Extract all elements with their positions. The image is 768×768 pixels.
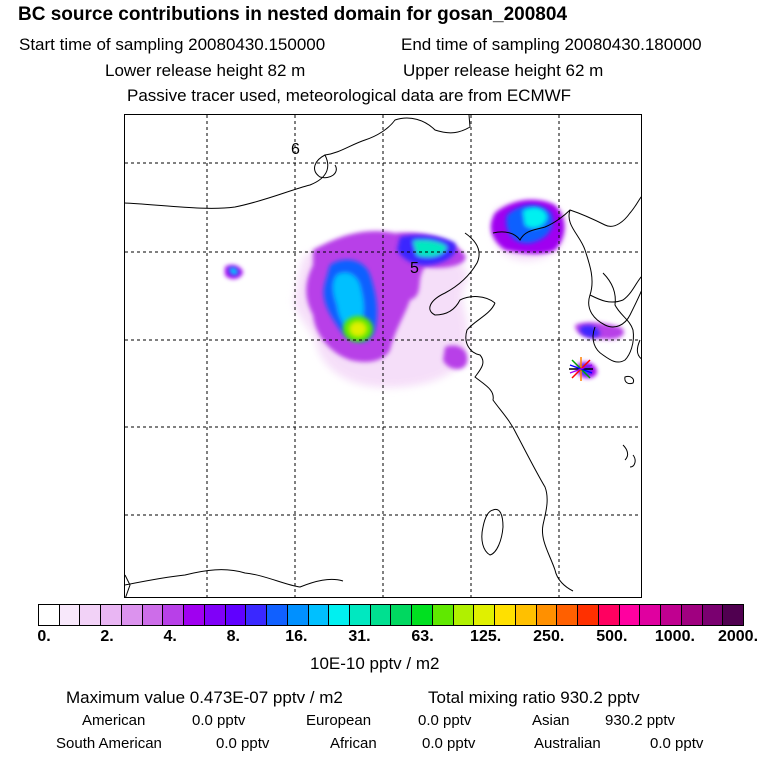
source-label-south-american: South American <box>56 735 162 752</box>
plume-hotspot <box>343 316 373 342</box>
colorbar-segment <box>453 605 475 625</box>
colorbar-segment <box>246 605 268 625</box>
lower-height-text: Lower release height 82 m <box>105 61 306 80</box>
map-canvas <box>125 115 641 597</box>
colorbar-segment <box>370 605 392 625</box>
colorbar-segment <box>267 605 288 625</box>
colorbar-segment <box>80 605 102 625</box>
coastlines <box>125 115 641 597</box>
colorbar-segment <box>184 605 205 625</box>
colorbar-segment <box>432 605 454 625</box>
colorbar-segment <box>225 605 247 625</box>
colorbar-segment <box>578 605 599 625</box>
colorbar-segment <box>702 605 724 625</box>
colorbar-tick-label: 16. <box>285 628 308 645</box>
upper-height-text: Upper release height 62 m <box>403 61 604 80</box>
colorbar-segment <box>391 605 413 625</box>
colorbar-segment <box>640 605 662 625</box>
colorbar <box>38 604 744 626</box>
colorbar-segment <box>101 605 122 625</box>
source-label-australian: Australian <box>534 735 601 752</box>
colorbar-segment <box>598 605 620 625</box>
receptor-star-icon <box>569 357 593 381</box>
source-value-european: 0.0 pptv <box>418 712 472 729</box>
colorbar-segment <box>204 605 226 625</box>
source-value-african: 0.0 pptv <box>422 735 476 752</box>
plot-title: BC source contributions in nested domain… <box>18 4 568 25</box>
colorbar-segment <box>329 605 351 625</box>
source-value-south-american: 0.0 pptv <box>216 735 270 752</box>
colorbar-tick-label: 1000. <box>654 628 695 645</box>
source-label-african: African <box>330 735 377 752</box>
colorbar-tick-label: 125. <box>470 628 502 645</box>
colorbar-segment <box>39 605 60 625</box>
colorbar-segment <box>121 605 143 625</box>
colorbar-segment <box>661 605 682 625</box>
colorbar-tick-label: 500. <box>596 628 628 645</box>
colorbar-segment <box>350 605 371 625</box>
colorbar-tick-label: 8. <box>226 628 240 645</box>
colorbar-segment <box>412 605 433 625</box>
colorbar-segment <box>536 605 558 625</box>
colorbar-segment <box>515 605 537 625</box>
end-time-text: End time of sampling 20080430.180000 <box>401 35 702 54</box>
colorbar-tick-label: 0. <box>37 628 51 645</box>
korea-outline <box>592 272 634 363</box>
total-mixing-text: Total mixing ratio 930.2 pptv <box>428 688 640 707</box>
colorbar-tick-label: 4. <box>163 628 177 645</box>
source-value-american: 0.0 pptv <box>192 712 246 729</box>
colorbar-segment <box>287 605 309 625</box>
source-value-asian: 930.2 pptv <box>605 712 676 729</box>
colorbar-segment <box>142 605 164 625</box>
colorbar-segment <box>163 605 185 625</box>
colorbar-segment <box>474 605 496 625</box>
colorbar-tick-label: 2000. <box>717 628 759 645</box>
colorbar-units: 10E-10 pptv / m2 <box>310 654 440 673</box>
colorbar-tick-label: 31. <box>348 628 371 645</box>
colorbar-segment <box>723 605 743 625</box>
colorbar-segment <box>495 605 516 625</box>
source-label-asian: Asian <box>532 712 570 729</box>
concentration-map: 6 5 <box>124 114 642 598</box>
start-time-text: Start time of sampling 20080430.150000 <box>19 35 326 54</box>
colorbar-segment <box>557 605 579 625</box>
colorbar-tick-label: 2. <box>100 628 114 645</box>
colorbar-segment <box>681 605 703 625</box>
colorbar-segment <box>308 605 330 625</box>
max-value-text: Maximum value 0.473E-07 pptv / m2 <box>66 688 343 707</box>
tracer-note-text: Passive tracer used, meteorological data… <box>127 86 572 105</box>
source-value-australian: 0.0 pptv <box>650 735 704 752</box>
taiwan-outline <box>481 508 504 556</box>
grid-label-6: 6 <box>291 141 300 158</box>
colorbar-segment <box>59 605 81 625</box>
colorbar-segment <box>619 605 641 625</box>
colorbar-tick-label: 250. <box>533 628 565 645</box>
colorbar-tick-label: 63. <box>411 628 434 645</box>
map-grid <box>125 115 641 597</box>
grid-label-5: 5 <box>410 260 419 277</box>
source-label-american: American <box>82 712 146 729</box>
source-label-european: European <box>306 712 372 729</box>
